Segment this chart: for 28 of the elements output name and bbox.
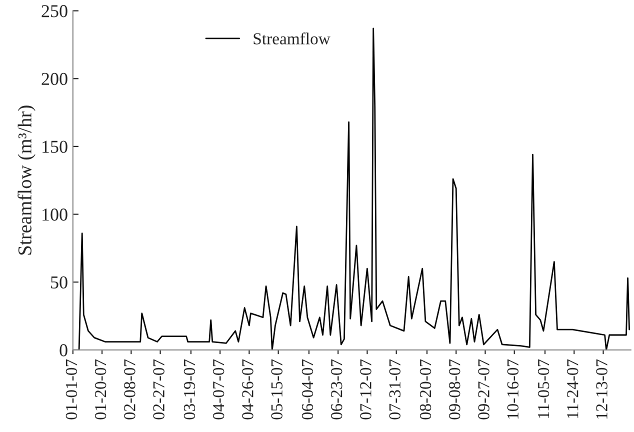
x-tick-label: 04-07-07 <box>212 359 224 420</box>
x-tick-label: 08-20-07 <box>420 359 432 420</box>
x-tick-label: 02-08-07 <box>124 359 136 420</box>
y-axis-title: Streamflow (m³/hr) <box>18 106 36 255</box>
legend-label: Streamflow <box>254 32 330 44</box>
x-tick-label: 11-24-07 <box>567 359 578 418</box>
x-tick-label: 12-13-07 <box>596 359 608 419</box>
x-tick-label: 03-19-07 <box>184 359 196 420</box>
x-tick-label: 02-27-07 <box>153 359 164 420</box>
y-tick-label: 150 <box>42 140 68 153</box>
x-tick-label: 09-27-07 <box>478 359 490 420</box>
x-tick-label: 01-20-07 <box>94 359 106 420</box>
line-series <box>78 28 630 350</box>
x-tick-label: 05-15-07 <box>271 359 282 420</box>
x-tick-label: 10-16-07 <box>507 359 519 419</box>
x-tick-label: 04-26-07 <box>242 359 254 420</box>
y-tick-label: 0 <box>60 344 68 356</box>
y-tick-label: 100 <box>42 208 68 221</box>
y-tick-label: 250 <box>42 5 68 18</box>
y-tick-label: 200 <box>42 72 68 86</box>
x-tick-label: 06-23-07 <box>331 359 342 420</box>
x-tick-label: 06-04-07 <box>302 359 314 420</box>
x-tick-label: 07-31-07 <box>389 359 400 420</box>
x-tick-label: 09-08-07 <box>449 359 460 420</box>
x-tick-label: 07-12-07 <box>360 359 372 420</box>
x-tick-label: 11-05-07 <box>538 359 550 418</box>
x-tick-label: 01-01-07 <box>66 359 78 420</box>
y-tick-label: 50 <box>51 276 68 289</box>
